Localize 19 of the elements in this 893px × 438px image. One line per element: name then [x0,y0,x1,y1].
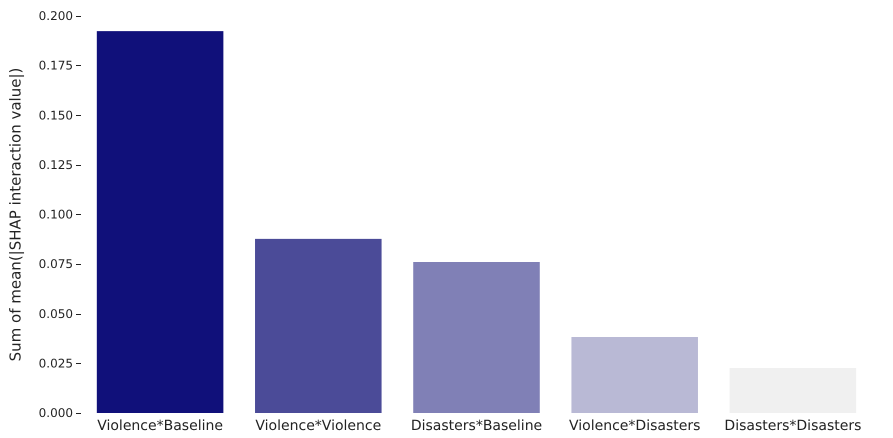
x-tick-label: Violence*Disasters [568,418,700,434]
y-tick-label: 0.175 [38,58,73,73]
y-tick-label: 0.200 [38,9,73,23]
x-tick-label: Disasters*Baseline [410,418,542,434]
bar [571,336,698,413]
y-tick-label: 0.075 [38,257,73,272]
y-tick-label: 0.125 [38,158,73,172]
x-tick-label: Violence*Baseline [97,418,223,434]
x-tick-label: Violence*Violence [255,418,382,434]
bar [255,238,382,413]
bar [413,262,540,413]
y-tick-label: 0.150 [38,108,73,122]
y-tick-label: 0.000 [38,406,73,420]
y-tick-label: 0.025 [38,356,73,370]
y-tick-label: 0.100 [38,208,73,222]
bar [96,31,224,413]
x-tick-label: Disasters*Disasters [724,418,862,434]
y-axis-title: Sum of mean(|SHAP interaction value|) [6,68,24,362]
y-tick-label: 0.050 [38,306,73,321]
